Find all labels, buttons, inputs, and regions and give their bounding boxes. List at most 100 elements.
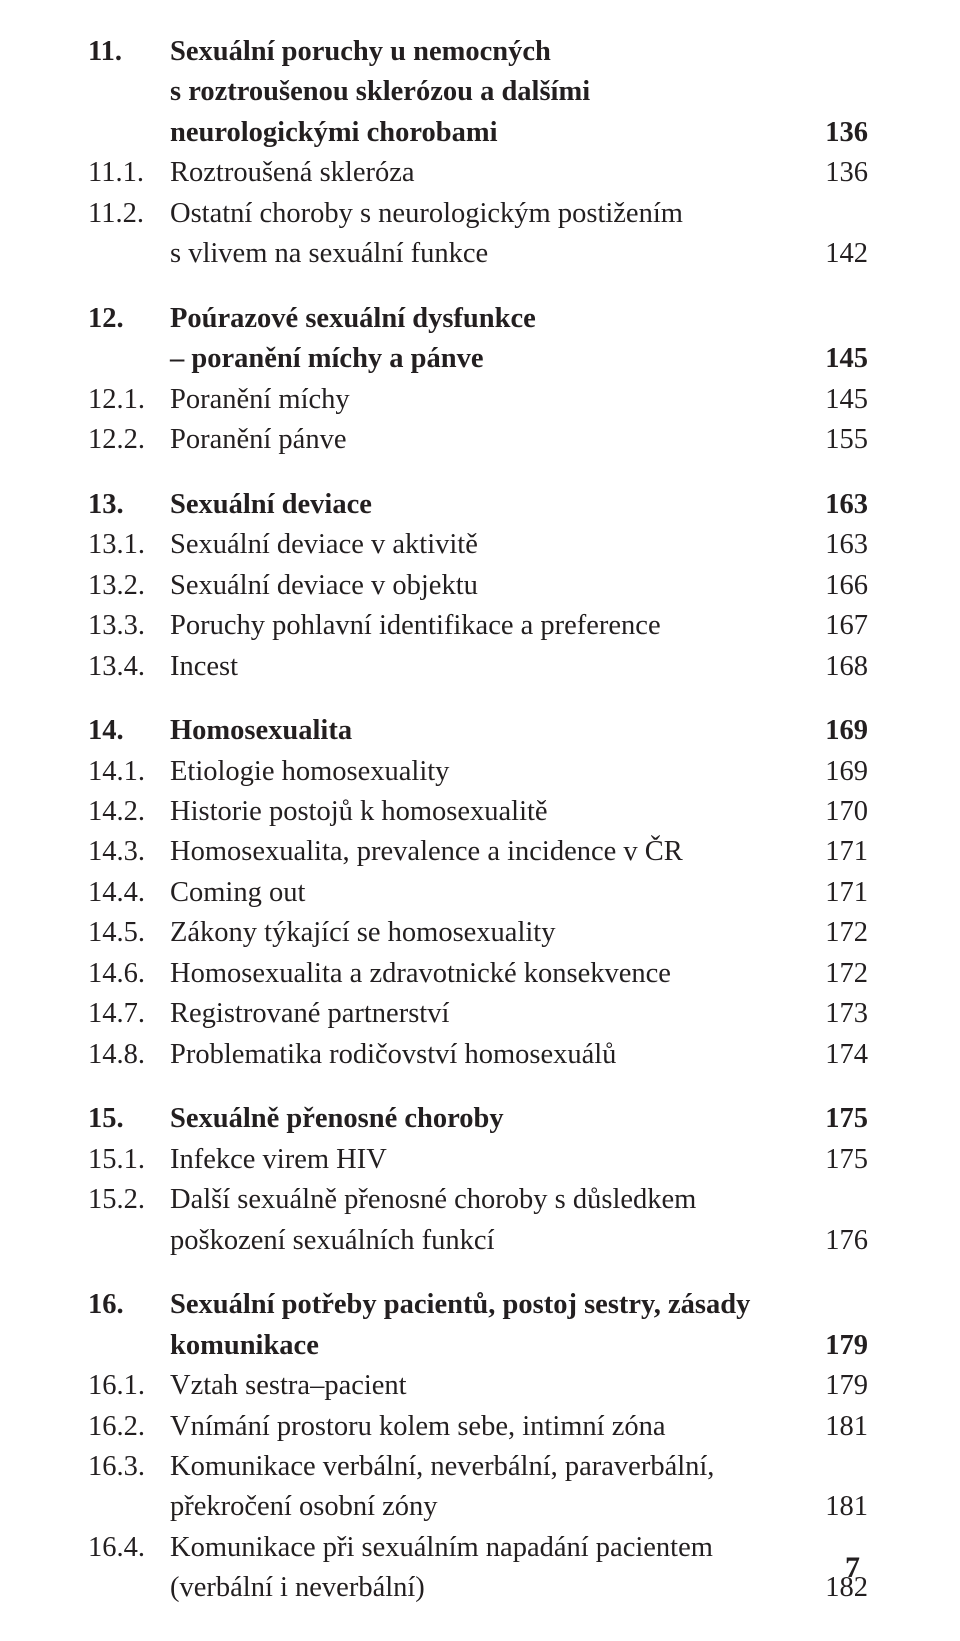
toc-entry-lastline: – poranění míchy a pánve 145 bbox=[170, 339, 868, 379]
toc-entry-number: 12.2. bbox=[88, 420, 170, 460]
toc-entry-text: Poranění pánve bbox=[170, 420, 346, 460]
toc-entry-page: 181 bbox=[825, 1407, 868, 1447]
toc-entry-text: (verbální i neverbální) bbox=[170, 1568, 425, 1608]
toc-entry-body: Sexuální deviace163 bbox=[170, 485, 868, 525]
toc-entry-number: 16. bbox=[88, 1285, 170, 1325]
toc-entry-lastline: Registrované partnerství173 bbox=[170, 994, 868, 1034]
toc-entry-text: Coming out bbox=[170, 873, 305, 913]
toc-entry-text: Sexuálně přenosné choroby bbox=[170, 1099, 504, 1139]
toc-entry-number: 15.1. bbox=[88, 1140, 170, 1180]
toc-entry: 14.7.Registrované partnerství173 bbox=[88, 994, 868, 1034]
toc-block: 12.Poúrazové sexuální dysfunkce– poraněn… bbox=[88, 299, 868, 461]
toc-entry: 14.Homosexualita169 bbox=[88, 711, 868, 751]
toc-entry-number: 11.1. bbox=[88, 153, 170, 193]
toc-entry-text: Sexuální deviace v aktivitě bbox=[170, 525, 478, 565]
toc-entry-lastline: Poranění pánve 155 bbox=[170, 420, 868, 460]
toc-entry-text: Problematika rodičovství homosexuálů bbox=[170, 1035, 616, 1075]
toc-entry-text: Sexuální poruchy u nemocných bbox=[170, 32, 868, 72]
toc-entry-text: Sexuální potřeby pacientů, postoj sestry… bbox=[170, 1285, 868, 1325]
toc-entry-page: 179 bbox=[825, 1326, 868, 1366]
toc-entry-body: Sexuální poruchy u nemocnýchs roztroušen… bbox=[170, 32, 868, 153]
toc-entry-page: 176 bbox=[825, 1221, 868, 1261]
toc-entry-text: s vlivem na sexuální funkce bbox=[170, 234, 488, 274]
toc-entry-body: Sexuálně přenosné choroby 175 bbox=[170, 1099, 868, 1139]
toc-entry: 16.1.Vztah sestra–pacient179 bbox=[88, 1366, 868, 1406]
toc-entry-number: 14.8. bbox=[88, 1035, 170, 1075]
toc-entry-page: 145 bbox=[825, 339, 868, 379]
toc-entry: 15.1.Infekce virem HIV 175 bbox=[88, 1140, 868, 1180]
toc-entry: 12.Poúrazové sexuální dysfunkce– poraněn… bbox=[88, 299, 868, 380]
toc-entry-number: 13.1. bbox=[88, 525, 170, 565]
toc-entry-number: 14.3. bbox=[88, 832, 170, 872]
toc-entry: 14.4.Coming out171 bbox=[88, 873, 868, 913]
toc-entry-text: Komunikace verbální, neverbální, paraver… bbox=[170, 1447, 868, 1487]
toc-entry-body: Komunikace verbální, neverbální, paraver… bbox=[170, 1447, 868, 1528]
toc-entry-text: Homosexualita bbox=[170, 711, 352, 751]
toc-entry-lastline: Etiologie homosexuality169 bbox=[170, 752, 868, 792]
toc-block: 14.Homosexualita16914.1.Etiologie homose… bbox=[88, 711, 868, 1075]
toc-entry-text: Další sexuálně přenosné choroby s důsled… bbox=[170, 1180, 868, 1220]
toc-entry: 14.3.Homosexualita, prevalence a inciden… bbox=[88, 832, 868, 872]
toc-entry-number: 11.2. bbox=[88, 194, 170, 234]
toc-entry-page: 175 bbox=[825, 1140, 868, 1180]
toc-entry-number: 12. bbox=[88, 299, 170, 339]
toc-entry-page: 175 bbox=[825, 1099, 868, 1139]
toc-entry-body: Komunikace při sexuálním napadání pacien… bbox=[170, 1528, 868, 1609]
toc-entry-lastline: Poruchy pohlavní identifikace a preferen… bbox=[170, 606, 868, 646]
toc-entry-body: Homosexualita 169 bbox=[170, 711, 868, 751]
toc-entry-body: Poranění pánve 155 bbox=[170, 420, 868, 460]
toc-entry-page: 136 bbox=[825, 113, 868, 153]
toc-entry-number: 13. bbox=[88, 485, 170, 525]
toc-entry: 14.5.Zákony týkající se homosexuality172 bbox=[88, 913, 868, 953]
toc-entry-body: Další sexuálně přenosné choroby s důsled… bbox=[170, 1180, 868, 1261]
toc-entry-text: – poranění míchy a pánve bbox=[170, 339, 484, 379]
toc-entry: 15.2.Další sexuálně přenosné choroby s d… bbox=[88, 1180, 868, 1261]
toc-entry-number: 14.4. bbox=[88, 873, 170, 913]
toc-entry-page: 172 bbox=[825, 954, 868, 994]
toc-entry: 12.2.Poranění pánve 155 bbox=[88, 420, 868, 460]
toc-entry: 14.8.Problematika rodičovství homosexuál… bbox=[88, 1035, 868, 1075]
toc-entry-lastline: Zákony týkající se homosexuality172 bbox=[170, 913, 868, 953]
toc-entry-page: 166 bbox=[825, 566, 868, 606]
toc-entry-page: 136 bbox=[825, 153, 868, 193]
toc-entry-lastline: Sexuální deviace v aktivitě 163 bbox=[170, 525, 868, 565]
toc-entry: 15.Sexuálně přenosné choroby 175 bbox=[88, 1099, 868, 1139]
toc-entry: 11.2.Ostatní choroby s neurologickým pos… bbox=[88, 194, 868, 275]
toc-entry-text: Poúrazové sexuální dysfunkce bbox=[170, 299, 868, 339]
toc-entry: 16.4.Komunikace při sexuálním napadání p… bbox=[88, 1528, 868, 1609]
toc-entry-number: 13.4. bbox=[88, 647, 170, 687]
toc-entry-body: Ostatní choroby s neurologickým postižen… bbox=[170, 194, 868, 275]
toc-entry-page: 181 bbox=[825, 1487, 868, 1527]
toc-entry-lastline: překročení osobní zóny181 bbox=[170, 1487, 868, 1527]
toc-entry-number: 15. bbox=[88, 1099, 170, 1139]
toc-entry-text: Vztah sestra–pacient bbox=[170, 1366, 407, 1406]
toc-entry: 16.Sexuální potřeby pacientů, postoj ses… bbox=[88, 1285, 868, 1366]
toc-entry-page: 163 bbox=[825, 525, 868, 565]
toc-entry-body: Incest 168 bbox=[170, 647, 868, 687]
toc-entry-body: Sexuální deviace v objektu166 bbox=[170, 566, 868, 606]
toc-entry-body: Homosexualita a zdravotnické konsekvence… bbox=[170, 954, 868, 994]
toc-block: 16.Sexuální potřeby pacientů, postoj ses… bbox=[88, 1285, 868, 1609]
toc-entry: 11.Sexuální poruchy u nemocnýchs roztrou… bbox=[88, 32, 868, 153]
toc-entry-lastline: Sexuálně přenosné choroby 175 bbox=[170, 1099, 868, 1139]
toc-entry: 13.4.Incest 168 bbox=[88, 647, 868, 687]
toc-entry-lastline: Incest 168 bbox=[170, 647, 868, 687]
toc-entry-number: 14.1. bbox=[88, 752, 170, 792]
toc-entry-text: komunikace bbox=[170, 1326, 319, 1366]
toc-entry-page: 169 bbox=[825, 711, 868, 751]
toc-entry-body: Problematika rodičovství homosexuálů174 bbox=[170, 1035, 868, 1075]
toc-entry-page: 155 bbox=[825, 420, 868, 460]
toc-entry-page: 163 bbox=[825, 485, 868, 525]
toc-page: 11.Sexuální poruchy u nemocnýchs roztrou… bbox=[0, 0, 960, 1641]
toc-entry-body: Sexuální deviace v aktivitě 163 bbox=[170, 525, 868, 565]
toc-entry-text: Incest bbox=[170, 647, 238, 687]
toc-entry-text: Infekce virem HIV bbox=[170, 1140, 387, 1180]
toc-entry-text: neurologickými chorobami bbox=[170, 113, 498, 153]
toc-entry-lastline: (verbální i neverbální)182 bbox=[170, 1568, 868, 1608]
toc-entry: 13.1.Sexuální deviace v aktivitě 163 bbox=[88, 525, 868, 565]
toc-entry-page: 173 bbox=[825, 994, 868, 1034]
toc-entry-body: Poruchy pohlavní identifikace a preferen… bbox=[170, 606, 868, 646]
toc-entry-text: poškození sexuálních funkcí bbox=[170, 1221, 495, 1261]
toc-entry-text: Poranění míchy bbox=[170, 380, 350, 420]
toc-entry-page: 168 bbox=[825, 647, 868, 687]
